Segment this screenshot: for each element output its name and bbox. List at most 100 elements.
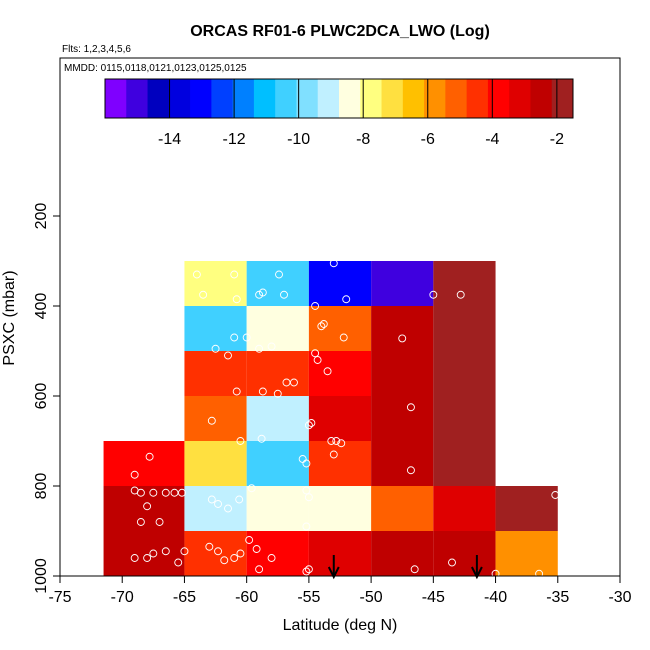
colorbar-segment [466, 79, 489, 118]
chart-title: ORCAS RF01-6 PLWC2DCA_LWO (Log) [190, 23, 490, 40]
data-point [242, 333, 251, 342]
data-point [136, 488, 145, 497]
y-axis-label: PSXC (mbar) [1, 270, 18, 365]
data-point [255, 344, 264, 353]
heatmap-cell [308, 306, 372, 351]
latitude-arrows [327, 555, 483, 580]
data-point [232, 387, 241, 396]
y-tick-label: 800 [33, 473, 50, 500]
data-point [448, 558, 456, 567]
data-point [275, 270, 283, 279]
heatmap-cell [308, 441, 372, 486]
x-axis-label: Latitude (deg N) [283, 617, 398, 634]
data-point [456, 290, 465, 299]
data-point [130, 470, 139, 479]
data-point [307, 419, 316, 427]
y-tick-label: 600 [33, 383, 50, 410]
colorbar-segment [147, 79, 170, 118]
data-point [535, 569, 544, 578]
colorbar-segment [509, 79, 531, 118]
flights-subtitle: Flts: 1,2,3,4,5,6 [62, 44, 131, 55]
data-point [304, 421, 313, 430]
data-point [224, 504, 232, 513]
colorbar-segment [424, 79, 446, 118]
heatmap-cell [308, 486, 372, 531]
heatmap-cell [308, 261, 372, 306]
colorbar-tick-label: -10 [287, 131, 310, 148]
colorbar-segment [190, 79, 212, 118]
data-point [332, 437, 341, 445]
heatmap-cell [246, 351, 309, 396]
heatmap-cell [433, 531, 496, 576]
heatmap-cell [308, 531, 372, 576]
data-point [398, 334, 407, 343]
data-point [247, 484, 256, 493]
heatmap-cell [246, 261, 309, 306]
data-point [319, 320, 328, 328]
data-point [252, 545, 261, 553]
colorbar-segment [253, 79, 276, 118]
heatmap-cell [246, 486, 309, 531]
data-point [258, 288, 267, 297]
data-point [267, 342, 276, 351]
colorbar-segment [296, 79, 319, 118]
data-point [214, 547, 222, 556]
colorbar-segment [126, 79, 149, 118]
heatmap-cell [308, 396, 372, 441]
data-point [257, 434, 266, 443]
heatmap-cell [433, 441, 496, 486]
x-axis: -75 -70 -65 -60 -55 -50 -45 -40 -35 -30 [48, 576, 632, 606]
heatmap-cell [433, 261, 496, 306]
colorbar-segment [530, 79, 553, 118]
data-point [178, 488, 186, 497]
heatmap-cell [371, 261, 434, 306]
colorbar-tick-label: -6 [421, 131, 435, 148]
data-point [302, 567, 311, 576]
dates-subtitle: MMDD: 0115,0118,0121,0123,0125,0125 [64, 63, 247, 74]
data-point [410, 565, 419, 574]
data-point [161, 488, 170, 497]
colorbar-segment [487, 79, 510, 118]
heatmap-cell [308, 351, 372, 396]
colorbar-segment [402, 79, 425, 118]
colorbar [104, 78, 574, 119]
heatmap-cell [184, 486, 247, 531]
data-point [236, 437, 245, 445]
data-point [302, 459, 311, 468]
heatmap-cells [103, 261, 558, 576]
heatmap-cell [495, 531, 558, 576]
data-point [199, 290, 208, 299]
x-tick-label: -60 [235, 589, 258, 606]
data-point [273, 389, 282, 398]
heatmap-cell [246, 531, 309, 576]
data-point [235, 495, 244, 504]
colorbar-segment [317, 79, 340, 118]
data-point [304, 493, 313, 502]
colorbar-tick-label: -14 [158, 131, 181, 148]
plot-frame [59, 57, 621, 577]
heatmap-cell [371, 486, 434, 531]
colorbar-segment [339, 79, 361, 118]
colorbar-ticks: -14 -12 -10 -8 -6 -4 -2 [158, 79, 564, 148]
colorbar-segment [275, 79, 297, 118]
colorbar-frame [104, 78, 574, 119]
data-point [214, 500, 222, 508]
heatmap-cell [433, 486, 496, 531]
data-point [406, 403, 415, 412]
heatmap-cell [371, 531, 434, 576]
data-point [236, 549, 245, 558]
data-point [130, 554, 139, 562]
data-point [342, 295, 351, 304]
heatmap-cell [433, 396, 496, 441]
heatmap-cell [246, 441, 309, 486]
arrow-head [327, 566, 340, 580]
x-tick-label: -55 [297, 589, 320, 606]
x-tick-label: -50 [360, 589, 383, 606]
data-point [258, 387, 267, 396]
heatmap-cell [495, 486, 558, 531]
colorbar-segment [445, 79, 468, 118]
data-point [245, 536, 254, 544]
data-point [255, 565, 264, 574]
heatmap-cell [433, 306, 496, 351]
heatmap-cell [246, 396, 309, 441]
